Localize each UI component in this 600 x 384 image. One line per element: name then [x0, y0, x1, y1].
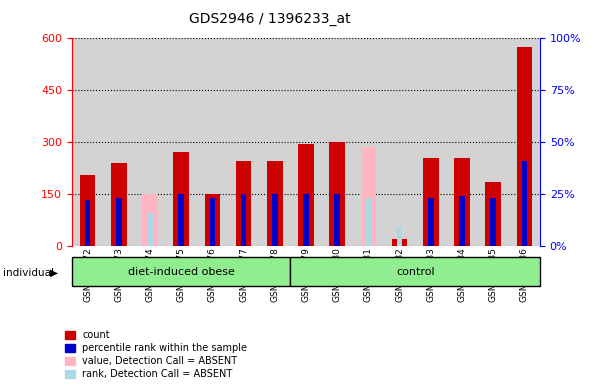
Bar — [72, 257, 290, 286]
Bar — [361, 147, 376, 246]
Text: ▶: ▶ — [50, 268, 58, 278]
Bar — [209, 198, 215, 246]
Text: control: control — [396, 266, 434, 277]
Bar — [173, 152, 189, 246]
Bar — [241, 194, 247, 246]
Bar — [329, 142, 345, 246]
Bar — [423, 158, 439, 246]
Text: GDS2946 / 1396233_at: GDS2946 / 1396233_at — [189, 12, 351, 25]
Bar — [80, 175, 95, 246]
Bar — [142, 194, 158, 246]
Bar — [397, 227, 403, 246]
Bar — [303, 194, 309, 246]
Bar — [521, 161, 527, 246]
Bar — [392, 239, 407, 246]
Text: individual: individual — [3, 268, 54, 278]
Text: diet-induced obese: diet-induced obese — [128, 266, 235, 277]
Bar — [517, 47, 532, 246]
Bar — [272, 194, 278, 246]
Bar — [111, 163, 127, 246]
Bar — [205, 194, 220, 246]
Bar — [298, 144, 314, 246]
Bar — [178, 194, 184, 246]
Bar — [116, 198, 122, 246]
Bar — [334, 194, 340, 246]
Bar — [365, 198, 371, 246]
Bar — [459, 196, 465, 246]
Legend: count, percentile rank within the sample, value, Detection Call = ABSENT, rank, : count, percentile rank within the sample… — [65, 330, 247, 379]
Bar — [428, 198, 434, 246]
Bar — [267, 161, 283, 246]
Bar — [290, 257, 540, 286]
Bar — [485, 182, 501, 246]
Bar — [490, 198, 496, 246]
Bar — [236, 161, 251, 246]
Bar — [454, 158, 470, 246]
Bar — [85, 200, 91, 246]
Bar — [147, 213, 153, 246]
